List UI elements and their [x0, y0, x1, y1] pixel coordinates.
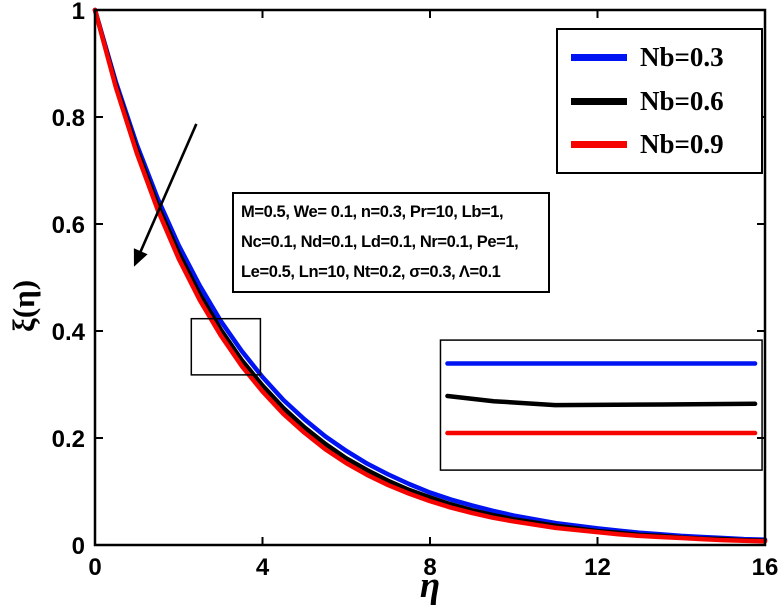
y-tick-label: 0.2 [52, 426, 85, 453]
legend-line-swatch-nb09 [571, 140, 627, 148]
x-tick-label: 0 [88, 554, 101, 581]
annotation-line: Le=0.5, Ln=10, Nt=0.2, σ=0.3, Λ=0.1 [241, 263, 501, 281]
zoom-region-rect [190, 317, 262, 376]
legend-label: Nb=0.6 [640, 85, 724, 116]
direction-arrow-shaft [136, 123, 198, 260]
x-tick-label: 8 [423, 554, 436, 581]
legend-label: Nb=0.3 [640, 42, 724, 73]
x-tick-label: 4 [256, 554, 270, 581]
y-tick-label: 0.8 [52, 105, 85, 132]
y-tick-label: 1 [72, 0, 85, 25]
y-axis-label: ξ(η) [6, 279, 41, 332]
y-tick-label: 0.4 [52, 319, 86, 346]
legend-entry: Nb=0.3 [571, 42, 761, 73]
legend-line-swatch-nb06 [571, 97, 627, 105]
y-tick-label: 0.6 [52, 212, 85, 239]
annotation-line: Nc=0.1, Nd=0.1, Ld=0.1, Nr=0.1, Pe=1, [241, 233, 519, 251]
plot-box-frame [93, 8, 767, 547]
x-axis-label: η [419, 565, 441, 606]
x-tick-label: 12 [584, 554, 611, 581]
legend-line-swatch-nb03 [571, 54, 627, 62]
y-tick-label: 0 [72, 533, 85, 560]
legend: Nb=0.3 Nb=0.6 Nb=0.9 [556, 28, 763, 174]
parameter-annotation-box: M=0.5, We= 0.1, n=0.3, Pr=10, Lb=1, Nc=0… [232, 192, 550, 293]
legend-label: Nb=0.9 [640, 128, 724, 159]
annotation-line: M=0.5, We= 0.1, n=0.3, Pr=10, Lb=1, [241, 203, 504, 221]
x-tick-label: 16 [752, 554, 779, 581]
direction-arrow-head [133, 248, 148, 267]
legend-entry: Nb=0.6 [571, 86, 761, 117]
curve-nb09 [92, 7, 768, 544]
legend-entry: Nb=0.9 [571, 129, 761, 160]
inset-curve-nb06 [445, 393, 758, 408]
